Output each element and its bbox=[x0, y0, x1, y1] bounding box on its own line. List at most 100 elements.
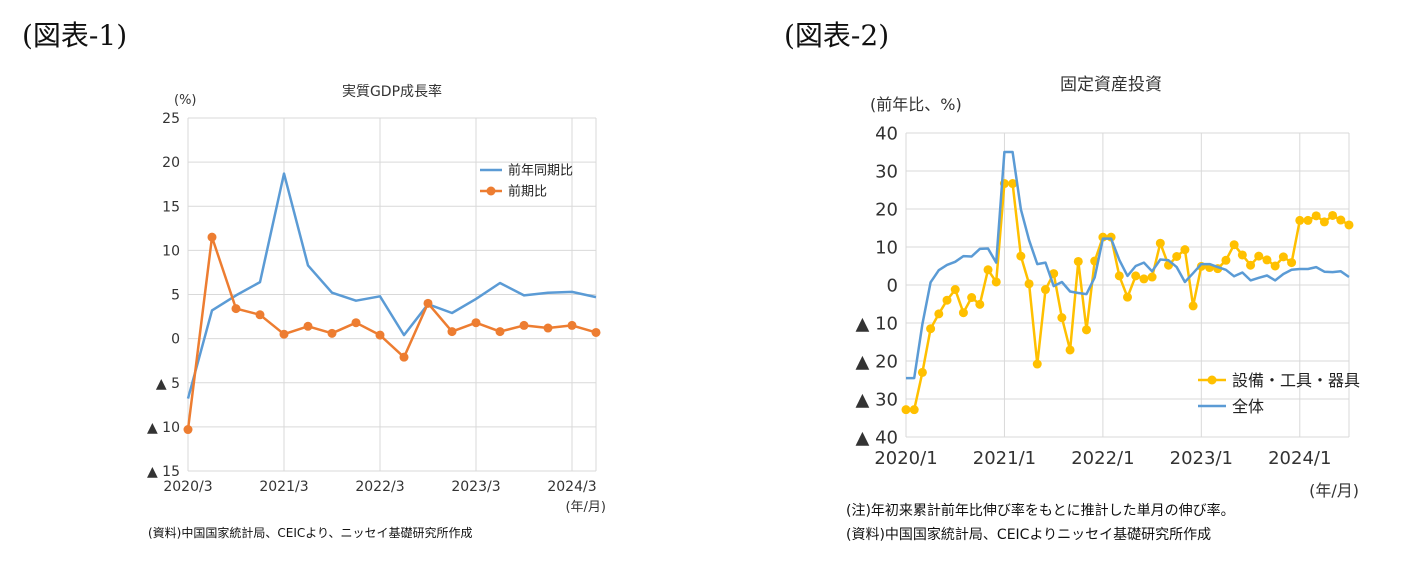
fai-x-tick-label: 2020/1 bbox=[874, 448, 937, 469]
fai-data-point bbox=[1328, 210, 1338, 220]
figure-2-source-note: (資料)中国国家統計局、CEICよりニッセイ基礎研究所作成 bbox=[846, 527, 1212, 543]
figure-1-label: (図表-1) bbox=[22, 19, 128, 52]
gdp-data-point bbox=[423, 298, 433, 308]
gdp-data-point bbox=[351, 318, 361, 328]
gdp-x-tick-label: 2023/3 bbox=[451, 479, 500, 495]
gdp-y-tick-label: 15 bbox=[162, 199, 180, 215]
fai-data-point bbox=[1040, 285, 1050, 295]
fai-legend-label: 全体 bbox=[1232, 397, 1264, 416]
gdp-y-tick-label: 20 bbox=[162, 155, 180, 171]
gdp-x-tick-label: 2021/3 bbox=[259, 479, 308, 495]
fai-data-point bbox=[1155, 238, 1165, 248]
gdp-legend-label: 前期比 bbox=[508, 184, 547, 200]
fai-data-point bbox=[1254, 251, 1264, 261]
fai-x-tick-label: 2023/1 bbox=[1170, 448, 1233, 469]
fai-data-point bbox=[1303, 215, 1313, 225]
gdp-x-tick-label: 2024/3 bbox=[547, 479, 596, 495]
figure-1-source-note: (資料)中国国家統計局、CEICより、ニッセイ基礎研究所作成 bbox=[148, 526, 473, 540]
fai-data-point bbox=[934, 309, 944, 319]
fai-data-point bbox=[901, 405, 911, 415]
fai-y-tick-label: ▲ 30 bbox=[856, 389, 898, 410]
fai-data-point bbox=[942, 295, 952, 305]
gdp-y-tick-label: 5 bbox=[171, 288, 180, 304]
gdp-data-point bbox=[495, 327, 505, 337]
fai-data-point bbox=[1344, 220, 1354, 230]
gdp-data-point bbox=[255, 310, 265, 320]
fai-data-point bbox=[1073, 256, 1083, 266]
fai-data-point bbox=[1336, 215, 1346, 225]
fai-data-point bbox=[1147, 272, 1157, 282]
gdp-y-tick-label: ▲ 5 bbox=[156, 376, 180, 392]
fai-data-point bbox=[958, 308, 968, 318]
gdp-data-point bbox=[543, 323, 553, 333]
fai-data-point bbox=[950, 285, 960, 295]
fai-data-point bbox=[975, 299, 985, 309]
gdp-data-point bbox=[375, 330, 385, 340]
fai-title: 固定資産投資 bbox=[1060, 75, 1162, 95]
fai-data-point bbox=[909, 405, 919, 415]
fai-legend-marker bbox=[1207, 375, 1217, 385]
figure-2-footnote: (注)年初来累計前年比伸び率をもとに推計した単月の伸び率。 bbox=[846, 503, 1235, 519]
gdp-series-line-0 bbox=[186, 172, 597, 399]
gdp-y-tick-label: ▲ 15 bbox=[147, 464, 180, 480]
fai-data-point bbox=[1016, 251, 1026, 261]
fai-series-line-1 bbox=[906, 150, 1350, 380]
gdp-data-point bbox=[471, 318, 481, 328]
gdp-data-point bbox=[207, 232, 217, 242]
gdp-data-point bbox=[183, 425, 193, 435]
gdp-data-point bbox=[327, 328, 337, 338]
fai-y-tick-label: 0 bbox=[887, 275, 898, 296]
fai-data-point bbox=[1131, 271, 1141, 281]
fai-data-point bbox=[991, 277, 1001, 287]
gdp-legend-label: 前年同期比 bbox=[508, 163, 573, 179]
fai-data-point bbox=[1172, 252, 1182, 261]
fai-y-tick-label: 40 bbox=[875, 123, 898, 144]
gdp-y-tick-label: 0 bbox=[171, 332, 180, 348]
fai-data-point bbox=[1188, 301, 1198, 311]
fai-data-point bbox=[1246, 260, 1256, 270]
gdp-x-tick-label: 2020/3 bbox=[163, 479, 212, 495]
fai-data-point bbox=[1287, 258, 1297, 268]
gdp-data-point bbox=[279, 329, 289, 339]
fai-data-point bbox=[1114, 271, 1124, 281]
fai-x-tick-label: 2022/1 bbox=[1071, 448, 1134, 469]
gdp-data-point bbox=[231, 304, 241, 314]
fai-data-point bbox=[1278, 252, 1288, 262]
gdp-legend-marker bbox=[486, 186, 496, 196]
fai-data-point bbox=[1032, 359, 1042, 369]
fai-data-point bbox=[1057, 313, 1067, 323]
fai-data-point bbox=[1295, 215, 1305, 225]
fai-data-point bbox=[1065, 345, 1075, 355]
fai-y-tick-label: ▲ 20 bbox=[856, 351, 898, 372]
fai-data-point bbox=[1237, 250, 1247, 260]
fai-data-point bbox=[1319, 217, 1329, 227]
gdp-data-point bbox=[567, 320, 577, 330]
fai-x-axis-label: (年/月) bbox=[1309, 481, 1359, 500]
fai-y-tick-label: 10 bbox=[875, 237, 898, 258]
fai-data-point bbox=[1221, 255, 1231, 265]
fai-y-tick-label: 30 bbox=[875, 161, 898, 182]
fai-data-point bbox=[1229, 240, 1239, 250]
fai-data-point bbox=[1123, 292, 1132, 302]
gdp-data-point bbox=[303, 321, 313, 331]
gdp-title: 実質GDP成長率 bbox=[342, 83, 442, 100]
fai-x-tick-label: 2021/1 bbox=[973, 448, 1036, 469]
fai-y-axis-label: (前年比、%) bbox=[870, 95, 962, 114]
fai-y-tick-label: ▲ 10 bbox=[856, 313, 898, 334]
fai-data-point bbox=[1139, 274, 1149, 284]
fai-data-point bbox=[1024, 279, 1034, 289]
fai-data-point bbox=[983, 265, 993, 275]
gdp-data-point bbox=[519, 320, 529, 330]
fai-legend-label: 設備・工具・器具 bbox=[1232, 371, 1360, 390]
gdp-data-point bbox=[447, 327, 457, 337]
fai-data-point bbox=[926, 324, 936, 334]
gdp-x-axis-label: (年/月) bbox=[565, 500, 606, 515]
fai-x-tick-label: 2024/1 bbox=[1268, 448, 1331, 469]
fai-data-point bbox=[1180, 245, 1190, 255]
gdp-y-tick-label: ▲ 10 bbox=[147, 420, 180, 436]
figure-2-label: (図表-2) bbox=[784, 19, 890, 52]
fai-data-point bbox=[1262, 255, 1272, 265]
fai-data-point bbox=[1081, 325, 1091, 335]
